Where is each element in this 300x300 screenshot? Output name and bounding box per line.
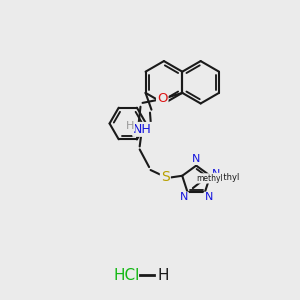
Text: O: O [157,92,167,105]
Text: methyl: methyl [196,174,223,183]
Text: H: H [158,268,169,283]
Text: H: H [126,121,134,131]
Text: methyl: methyl [210,173,240,182]
Text: N: N [192,154,200,164]
Text: N: N [212,169,220,179]
Text: HCl: HCl [113,268,140,283]
Text: N: N [205,193,213,202]
Text: S: S [161,170,170,184]
Text: NH: NH [133,123,152,136]
Text: N: N [180,193,188,202]
